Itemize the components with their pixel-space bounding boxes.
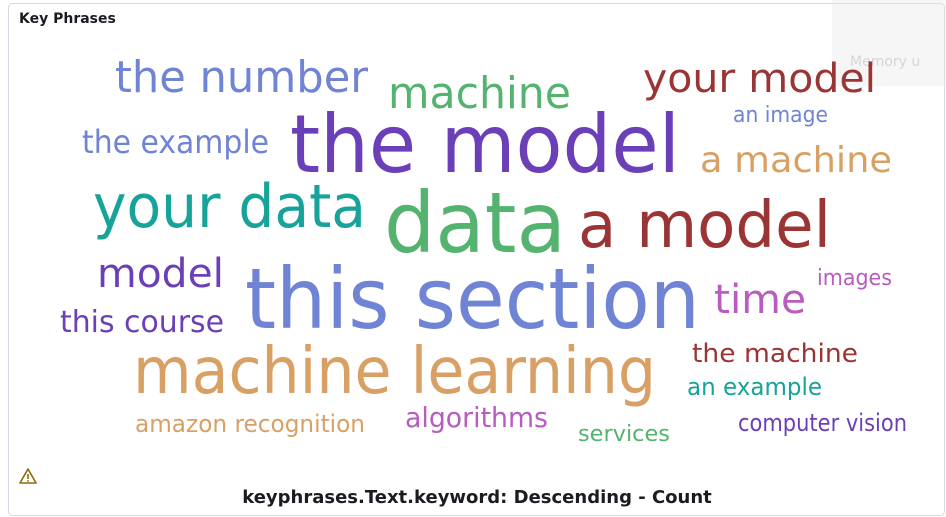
- panel-border: [8, 3, 945, 516]
- overlay: Memory u: [832, 0, 946, 86]
- cloud-word: the model: [290, 98, 680, 191]
- cloud-word: the number: [115, 52, 369, 103]
- panel-footer: keyphrases.Text.keyword: Descending - Co…: [242, 487, 712, 508]
- cloud-word: a machine: [700, 140, 892, 181]
- cloud-word: an example: [687, 373, 822, 401]
- overlay-box: [832, 0, 946, 86]
- cloud-word: this section: [245, 250, 700, 348]
- cloud-word: algorithms: [405, 401, 548, 434]
- cloud-word: model: [97, 251, 224, 297]
- cloud-word: machine learning: [133, 335, 656, 409]
- cloud-word: machine: [388, 68, 571, 119]
- cloud-word: your model: [643, 56, 876, 102]
- cloud-word: computer vision: [738, 409, 907, 437]
- cloud-word: time: [714, 277, 806, 323]
- cloud-word: the example: [82, 123, 269, 161]
- cloud-word: your data: [93, 172, 366, 242]
- overlay-label: Memory u: [850, 54, 920, 70]
- cloud-word: images: [817, 266, 892, 291]
- cloud-word: data: [384, 174, 566, 272]
- cloud-word: the machine: [692, 339, 858, 369]
- cloud-word: services: [578, 422, 670, 447]
- cloud-word: amazon recognition: [135, 410, 365, 438]
- cloud-word: an image: [733, 103, 828, 128]
- warning-icon: [19, 468, 37, 484]
- panel-title: Key Phrases: [19, 11, 116, 27]
- cloud-word: this course: [60, 305, 224, 340]
- cloud-word: a model: [578, 189, 831, 263]
